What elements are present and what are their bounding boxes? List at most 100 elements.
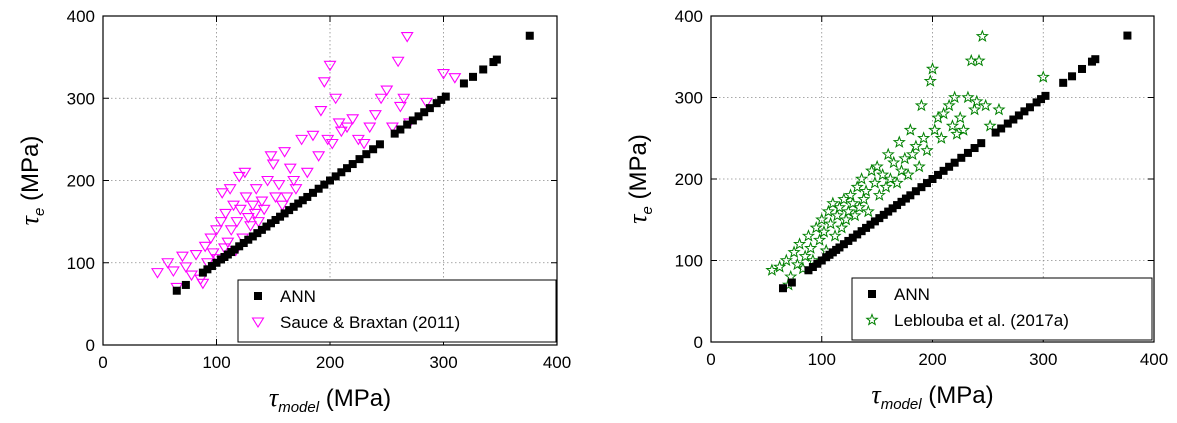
data-point: [295, 134, 309, 146]
data-point: [975, 29, 989, 42]
data-point: [278, 147, 292, 158]
data-point: [817, 256, 826, 265]
data-point: [161, 258, 175, 269]
data-point: [824, 216, 838, 230]
data-point: [329, 93, 343, 105]
data-point: [303, 192, 312, 201]
legend-marker: [254, 292, 262, 300]
data-point: [390, 129, 399, 138]
data-point: [931, 110, 945, 124]
data-point: [432, 99, 441, 108]
data-point: [948, 90, 962, 104]
series-triangle-down-open: [150, 32, 462, 294]
data-point: [221, 237, 235, 249]
data-point: [419, 97, 433, 109]
y-tick-label: 300: [67, 89, 95, 108]
series-star-open: [765, 29, 1050, 291]
data-point: [864, 163, 879, 177]
data-point: [257, 204, 271, 216]
data-point: [393, 101, 407, 113]
data-point: [846, 196, 860, 210]
data-point: [821, 204, 835, 218]
data-point: [905, 147, 920, 161]
data-point: [314, 184, 323, 193]
data-point: [196, 278, 210, 290]
data-point: [853, 230, 862, 239]
data-point: [992, 102, 1006, 116]
x-tick-label: 100: [808, 350, 836, 369]
data-point: [337, 168, 346, 177]
x-tick-label: 400: [543, 353, 571, 372]
y-tick-label: 300: [675, 89, 703, 108]
data-point: [239, 192, 253, 204]
data-point: [425, 104, 434, 113]
data-point: [239, 239, 248, 248]
data-point: [1041, 91, 1050, 100]
y-tick-label: 200: [675, 170, 703, 189]
data-point: [397, 93, 411, 105]
data-point: [850, 180, 864, 193]
data-point: [956, 123, 971, 136]
data-point: [934, 170, 943, 179]
data-point: [306, 130, 320, 142]
data-point: [179, 262, 193, 273]
data-point: [917, 183, 926, 192]
data-point: [241, 212, 255, 224]
data-point: [934, 131, 948, 144]
data-point: [233, 204, 247, 216]
x-tick-label: 200: [316, 353, 344, 372]
data-point: [441, 92, 450, 101]
data-point: [815, 212, 829, 226]
data-point: [942, 98, 956, 112]
data-point: [235, 242, 244, 251]
x-axis-title: τmodel (MPa): [871, 380, 993, 413]
data-point: [920, 143, 934, 157]
data-point: [185, 270, 199, 282]
data-point: [787, 278, 796, 287]
data-point: [806, 253, 820, 267]
data-point: [210, 225, 223, 236]
data-point: [835, 243, 844, 252]
data-point: [914, 98, 929, 112]
data-point: [765, 263, 779, 276]
data-point: [492, 55, 501, 64]
plot-frame: [710, 15, 1155, 343]
data-point: [830, 208, 844, 222]
data-point: [479, 65, 488, 74]
data-point: [355, 155, 364, 164]
data-point: [357, 138, 371, 150]
data-point: [859, 184, 873, 197]
data-point: [898, 151, 912, 165]
data-point: [257, 225, 266, 234]
legend-marker: [868, 290, 876, 298]
legend-marker: [251, 317, 265, 329]
data-point: [289, 184, 303, 195]
legend-label: Sauce & Braxtan (2011): [280, 313, 460, 332]
data-point: [198, 268, 207, 277]
data-point: [172, 286, 181, 295]
data-point: [219, 208, 233, 220]
data-point: [325, 138, 339, 150]
data-point: [252, 217, 265, 228]
data-point: [977, 139, 986, 148]
data-point: [855, 172, 869, 185]
data-point: [970, 94, 984, 108]
x-tick-label: 200: [918, 350, 946, 369]
data-point: [911, 187, 920, 196]
data-point: [214, 217, 228, 228]
data-point: [283, 163, 297, 175]
data-point: [368, 110, 382, 121]
data-point: [246, 200, 260, 212]
data-point: [248, 232, 257, 241]
data-point: [1003, 119, 1012, 128]
data-point: [813, 259, 822, 268]
data-point: [253, 229, 262, 238]
data-point: [950, 158, 959, 167]
data-point: [778, 284, 787, 293]
data-point: [230, 217, 244, 228]
data-point: [255, 196, 269, 208]
data-point: [391, 56, 405, 68]
legend: ANN Leblouba et al. (2017a): [851, 277, 1153, 341]
data-point: [166, 266, 180, 278]
data-point: [459, 79, 468, 88]
